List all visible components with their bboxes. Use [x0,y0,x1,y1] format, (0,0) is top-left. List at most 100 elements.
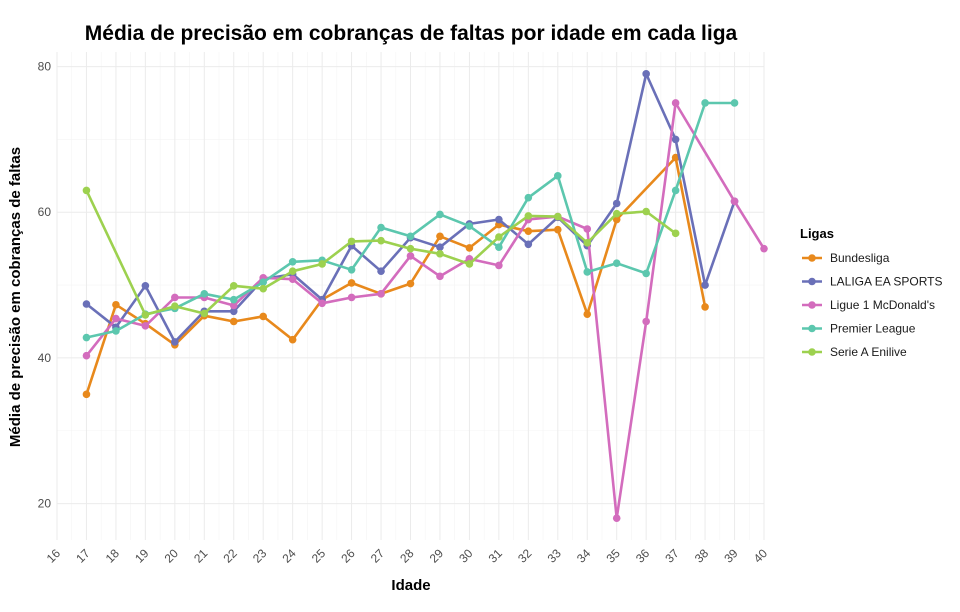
data-point [259,284,268,293]
chart-title: Média de precisão em cobranças de faltas… [85,22,738,45]
x-tick-label: 40 [751,546,771,566]
data-point [583,239,592,247]
data-point [730,197,739,206]
x-tick-label: 26 [338,546,358,566]
data-point [612,199,621,208]
y-axis-title: Média de precisão em cobranças de faltas [7,147,24,447]
data-point [200,290,209,298]
data-point [642,317,650,326]
data-point [259,278,268,286]
data-point [406,244,415,253]
data-point [288,267,297,276]
x-tick-label: 29 [427,546,447,566]
x-tick-label: 22 [221,546,241,566]
legend-swatch-point [808,301,816,309]
x-tick-label: 27 [368,546,388,566]
data-point [583,268,592,276]
data-point [701,303,709,311]
x-tick-label: 37 [662,546,682,566]
x-tick-label: 20 [162,546,182,566]
data-point [495,261,503,270]
y-tick-label: 60 [38,205,52,219]
data-point [642,269,650,278]
x-tick-label: 19 [132,546,152,566]
data-point [288,335,297,344]
x-tick-label: 25 [309,546,329,566]
data-point [171,302,179,310]
data-point [671,135,680,144]
data-point [553,212,562,221]
grid [56,52,765,540]
data-point [612,514,621,522]
data-point [671,229,680,238]
data-point [229,295,238,304]
data-point [465,260,474,268]
legend-swatch-point [808,324,816,333]
data-point [318,299,326,308]
legend-label: Bundesliga [830,251,890,265]
series-4 [82,186,680,319]
data-point [347,293,356,302]
data-point [701,281,709,289]
data-point [347,237,356,246]
data-point [82,186,91,195]
data-point [436,210,444,219]
x-tick-label: 38 [692,546,712,566]
data-point [377,223,385,232]
legend-swatch-point [808,348,816,356]
data-point [377,290,385,298]
data-point [642,70,650,78]
data-point [406,279,415,288]
data-point [553,225,562,234]
x-tick-label: 39 [721,546,741,566]
data-point [671,99,680,107]
legend-swatch-point [808,254,816,262]
legend-label: Ligue 1 McDonald's [830,298,935,312]
data-point [612,259,621,268]
data-point [347,265,356,274]
data-point [82,390,91,399]
data-point [612,215,621,224]
x-tick-label: 32 [515,546,535,566]
data-point [524,193,533,202]
data-point [141,322,150,330]
data-point [112,327,120,335]
data-point [701,99,709,107]
x-tick-label: 24 [279,546,299,566]
data-point [171,338,179,346]
legend-item: LALIGA EA SPORTS [802,275,943,289]
data-point [436,272,444,281]
data-point [112,300,120,309]
data-point [465,244,474,252]
x-tick-label: 23 [250,546,270,566]
data-point [524,240,533,249]
data-point [318,260,326,268]
x-tick-label: 21 [191,546,211,566]
data-point [347,279,356,287]
data-point [171,293,179,302]
data-point [406,252,415,260]
y-tick-label: 20 [38,497,52,511]
data-point [495,215,503,224]
series-layer [82,70,768,522]
x-tick-label: 35 [603,546,623,566]
data-point [82,333,91,342]
x-axis-title: Idade [391,577,430,594]
x-axis: 16 17 18 19 20 21 22 23 24 25 26 27 28 29 30 31 32 33 34 35… [44,546,771,566]
data-point [141,311,150,319]
data-point [229,282,238,290]
x-tick-label: 36 [633,546,653,566]
data-point [495,243,503,251]
legend-item: Bundesliga [802,251,890,265]
x-tick-label: 16 [44,546,64,566]
x-tick-label: 18 [103,546,123,566]
legend-label: Premier League [830,322,916,336]
data-point [553,172,562,180]
data-point [436,243,444,251]
x-tick-label: 33 [545,546,565,566]
x-tick-label: 34 [574,546,594,566]
legend-item: Ligue 1 McDonald's [802,298,935,312]
data-point [524,212,533,220]
data-point [583,225,592,233]
data-point [200,309,209,318]
